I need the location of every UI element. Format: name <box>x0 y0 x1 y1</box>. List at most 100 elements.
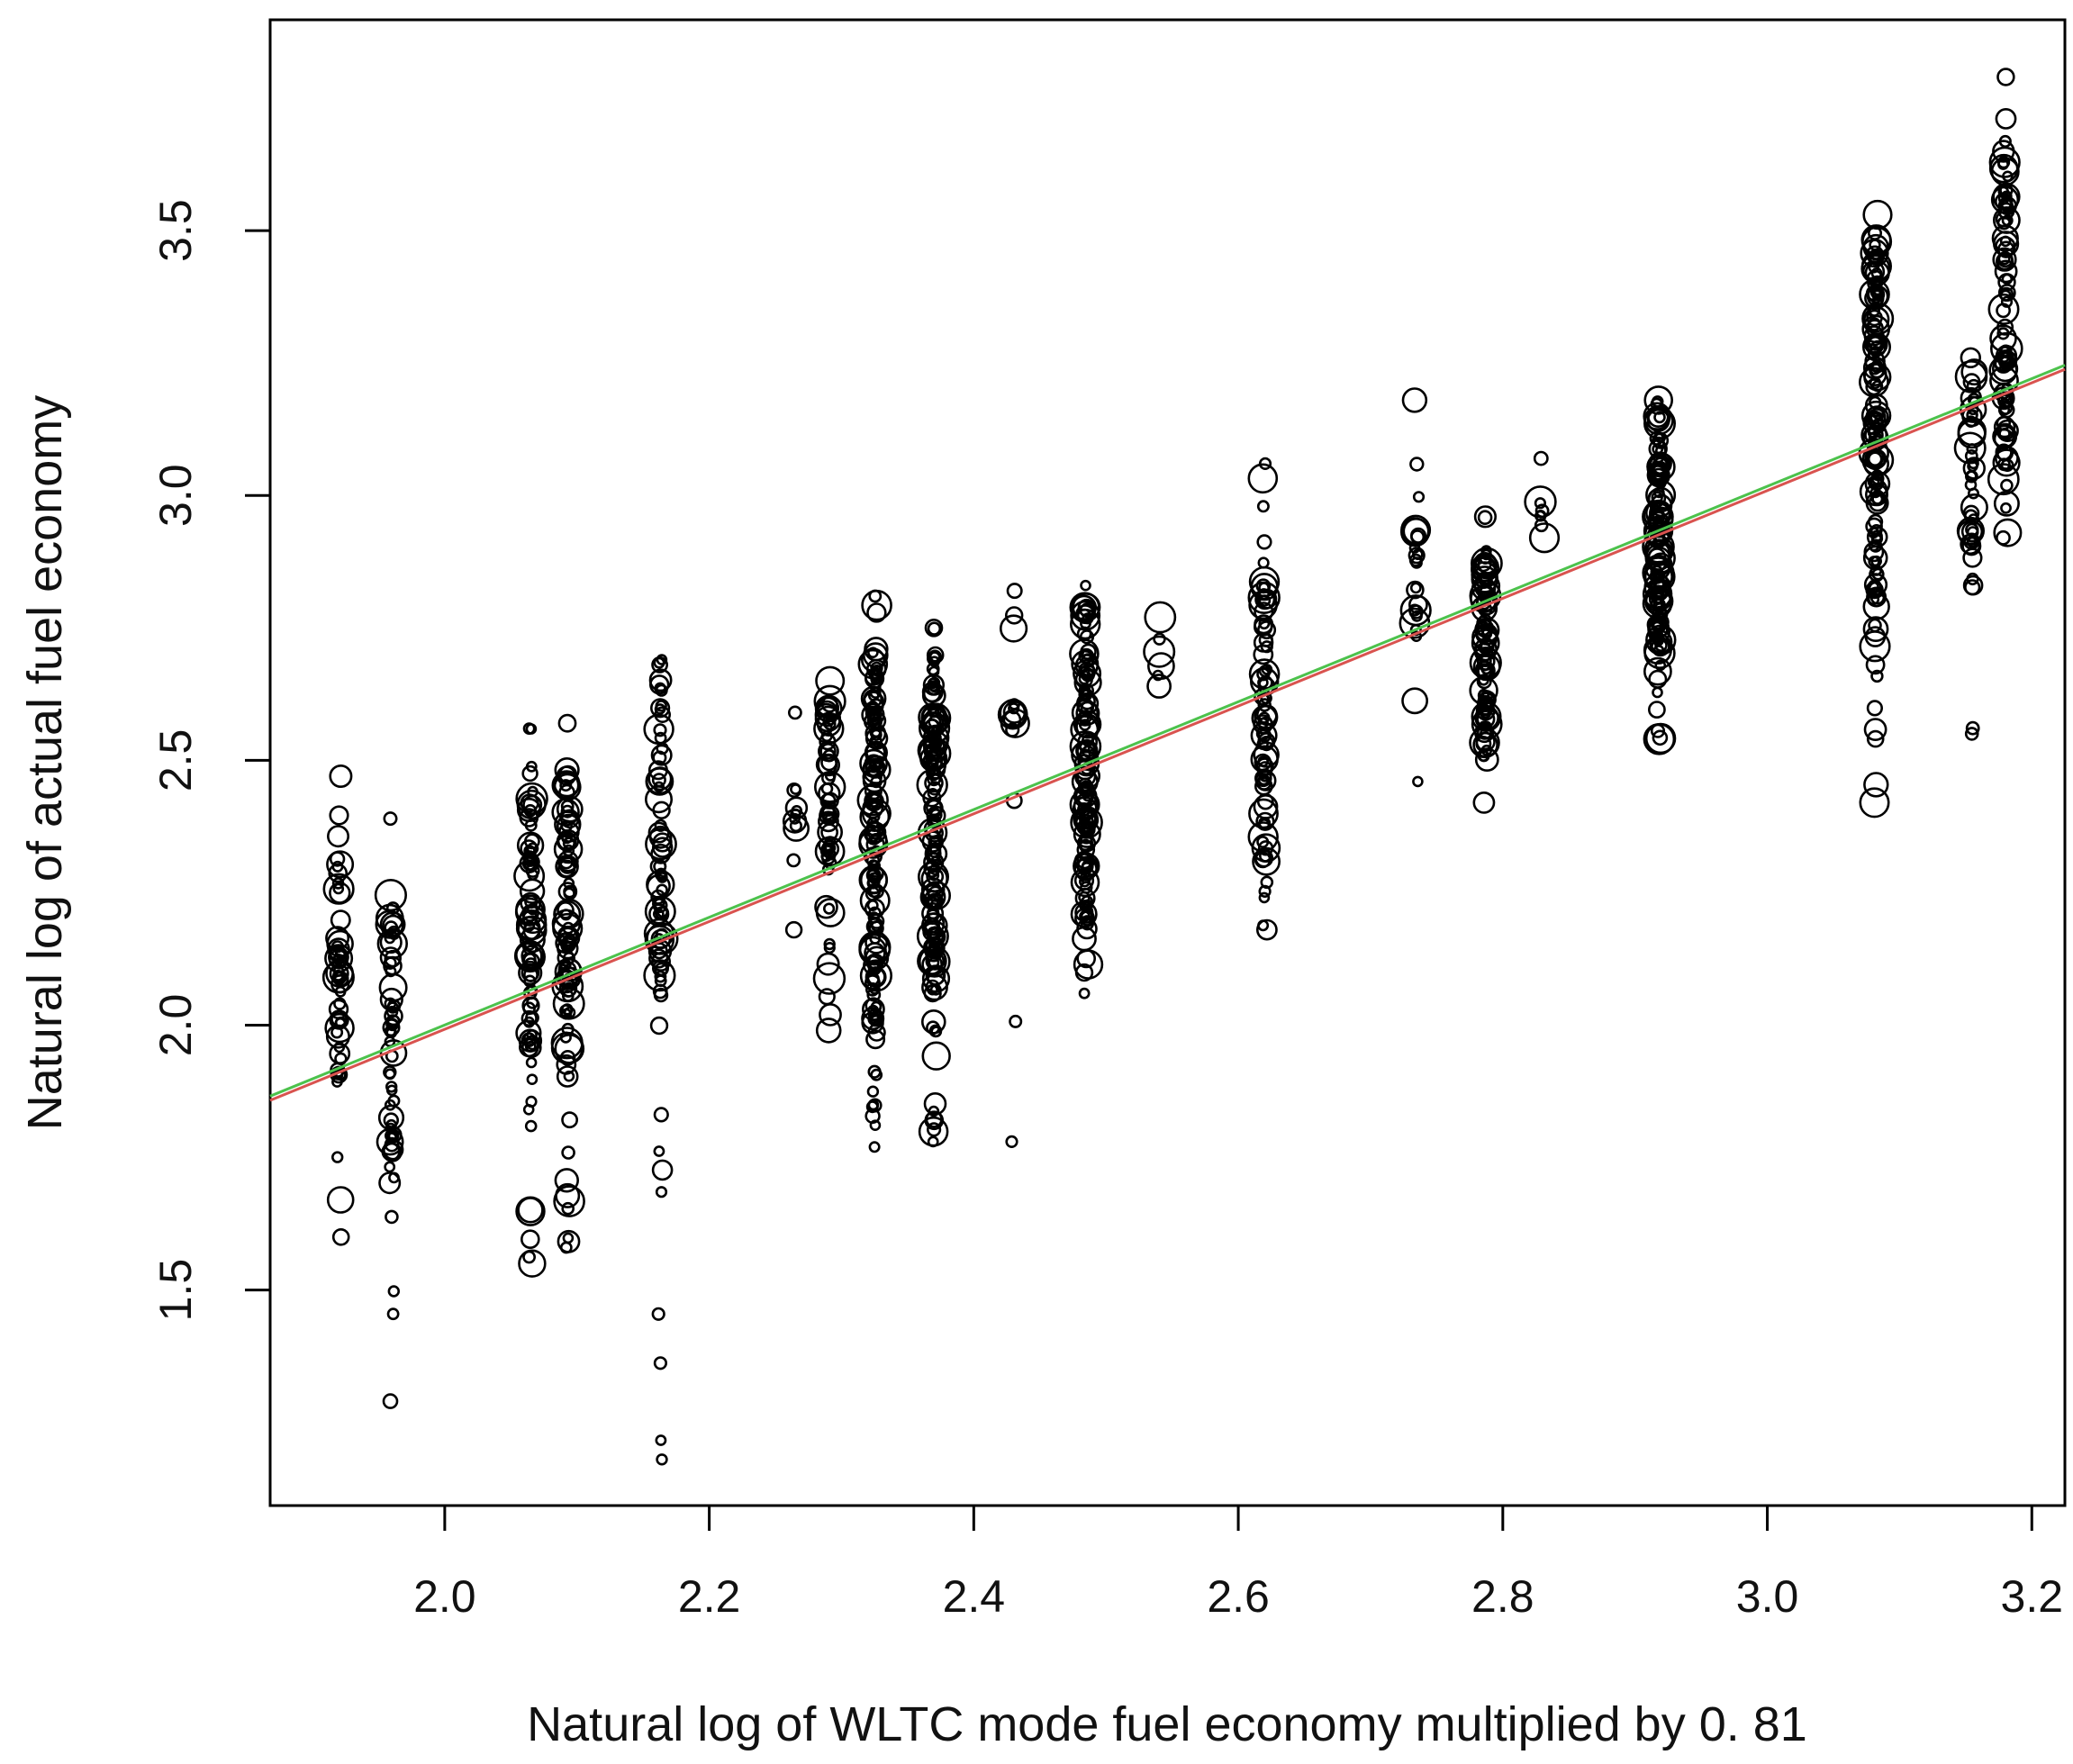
scatter-point <box>384 932 396 945</box>
scatter-point <box>321 961 355 994</box>
column-1.96 <box>374 811 408 1409</box>
scatter-point <box>784 920 803 939</box>
scatter-point <box>520 891 542 914</box>
scatter-point <box>1652 729 1669 746</box>
scatter-point <box>1643 656 1672 686</box>
scatter-point <box>1992 356 2019 383</box>
scatter-point <box>861 589 892 621</box>
scatter-point <box>559 909 573 921</box>
scatter-point <box>1866 526 1888 548</box>
scatter-point <box>1412 548 1424 561</box>
scatter-point <box>1996 419 2019 443</box>
fit-green-line <box>269 364 2066 1098</box>
scatter-point <box>386 1307 400 1321</box>
scatter-point <box>1072 926 1097 952</box>
scatter-point <box>645 766 674 795</box>
scatter-point <box>553 900 582 928</box>
scatter-point <box>1643 405 1674 436</box>
scatter-point <box>930 773 942 785</box>
scatter-point <box>789 819 803 833</box>
scatter-point <box>1651 463 1669 482</box>
scatter-point <box>1861 302 1895 335</box>
scatter-point <box>523 967 539 982</box>
x-axis-title: Natural log of WLTC mode fuel economy mu… <box>527 1697 1807 1751</box>
scatter-point <box>866 1085 880 1098</box>
scatter-point <box>1256 835 1270 848</box>
scatter-point <box>812 962 846 995</box>
scatter-point <box>1869 339 1887 357</box>
scatter-point <box>379 946 402 969</box>
scatter-point <box>649 1016 669 1036</box>
scatter-point <box>1473 642 1494 663</box>
scatter-point <box>652 832 673 853</box>
scatter-point <box>868 913 885 929</box>
scatter-point <box>384 1161 396 1173</box>
scatter-point <box>648 825 673 849</box>
scatter-point <box>1477 510 1493 526</box>
scatter-point <box>1966 378 1981 394</box>
y-axis-title: Natural log of actual fuel economy <box>18 395 72 1130</box>
scatter-point <box>653 656 665 669</box>
scatter-point <box>1257 716 1273 732</box>
scatter-point <box>1956 516 1985 546</box>
scatter-point <box>868 1141 881 1153</box>
scatter-point <box>521 1009 538 1027</box>
fit-red-line <box>269 367 2066 1102</box>
scatter-point <box>1143 635 1176 668</box>
scatter-point <box>1863 718 1887 742</box>
scatter-point <box>919 745 947 773</box>
scatter-point <box>518 960 543 986</box>
scatter-point <box>1081 734 1095 747</box>
scatter-point <box>1079 629 1095 645</box>
column-2.83 <box>1524 450 1561 554</box>
scatter-point <box>1080 917 1094 931</box>
column-3.155 <box>1953 347 1988 741</box>
scatter-point <box>654 868 668 882</box>
scatter-point <box>1254 769 1272 788</box>
scatter-point <box>1256 918 1278 941</box>
scatter-point <box>561 1111 579 1129</box>
scatter-point <box>821 792 839 810</box>
scatter-point <box>384 1068 396 1081</box>
scatter-point <box>866 899 879 911</box>
x-tick-label: 3.2 <box>2001 1571 2064 1622</box>
scatter-point <box>1005 1135 1018 1148</box>
scatter-point <box>553 834 584 864</box>
scatter-point <box>1479 584 1494 600</box>
scatter-point <box>518 1249 547 1278</box>
scatter-point <box>1865 491 1889 515</box>
scatter-point <box>1247 463 1279 494</box>
scatter-point <box>524 1119 538 1133</box>
scatter-point <box>999 614 1028 643</box>
scatter-point <box>1864 448 1885 467</box>
scatter-point <box>1869 565 1885 583</box>
scatter-point <box>519 808 539 828</box>
scatter-point <box>1993 490 2020 517</box>
scatter-point <box>329 851 346 867</box>
scatter-point <box>928 650 941 663</box>
scatter-point <box>784 796 809 819</box>
scatter-point <box>1869 524 1883 537</box>
scatter-point <box>1069 638 1100 669</box>
scatter-point <box>1870 669 1884 683</box>
scatter-point <box>1996 68 2015 86</box>
scatter-point <box>1073 658 1102 688</box>
scatter-point <box>552 987 585 1020</box>
scatter-point <box>820 850 833 863</box>
scatter-point <box>1960 493 1988 521</box>
scatter-point <box>527 785 539 798</box>
scatter-point <box>655 1186 668 1199</box>
scatter-point <box>388 1171 400 1184</box>
scatter-point <box>1869 493 1887 512</box>
column-2.62 <box>1247 457 1281 941</box>
scatter-point <box>1647 486 1674 513</box>
scatter-point <box>1153 632 1166 646</box>
scatter-point <box>1080 579 1091 592</box>
scatter-point <box>557 713 577 733</box>
scatter-point <box>1258 884 1272 899</box>
scatter-point <box>650 952 671 972</box>
column-2.093 <box>550 713 585 1254</box>
scatter-point <box>2000 295 2014 308</box>
scatter-point <box>526 1073 539 1085</box>
column-2.265 <box>782 705 810 939</box>
